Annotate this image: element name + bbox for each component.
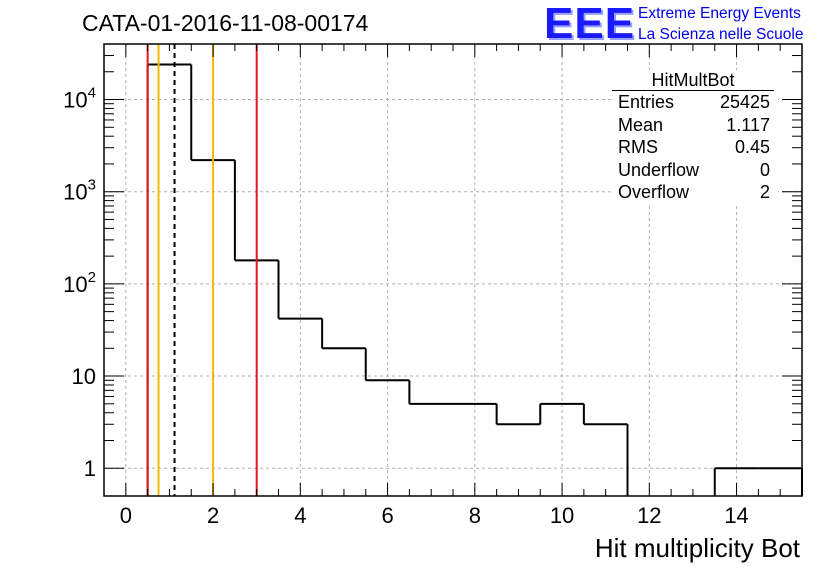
x-axis-label: Hit multiplicity Bot	[594, 533, 800, 563]
stats-value: 2	[759, 182, 770, 202]
x-tick-label: 8	[469, 503, 481, 528]
y-tick-label: 1	[84, 456, 96, 481]
stats-label: Underflow	[618, 159, 700, 180]
x-tick-label: 4	[294, 503, 306, 528]
x-tick-label: 10	[550, 503, 574, 528]
eee-logo: EEE Extreme Energy Events La Scienza nel…	[544, 2, 834, 46]
y-tick-label: 102	[63, 269, 96, 297]
stats-label: RMS	[618, 137, 658, 157]
x-tick-label: 14	[724, 503, 748, 528]
stats-row-mean: Mean 1.117	[612, 114, 778, 137]
stats-value: 0.45	[734, 137, 770, 157]
y-tick-label: 10	[72, 364, 96, 389]
chart-title: CATA-01-2016-11-08-00174	[82, 10, 369, 36]
stats-label: Entries	[618, 92, 675, 112]
logo-line-1: Extreme Energy Events	[638, 5, 801, 22]
x-tick-label: 6	[381, 503, 393, 528]
eee-logo-mark: EEE	[544, 0, 636, 48]
stats-label: Overflow	[618, 182, 690, 202]
x-tick-label: 0	[120, 503, 132, 528]
y-tick-label: 103	[63, 177, 96, 205]
stats-value: 1.117	[726, 114, 770, 135]
stats-row-overflow: Overflow 2	[612, 181, 778, 204]
y-tick-label: 104	[63, 85, 96, 113]
marker-lines	[146, 44, 258, 496]
stats-title: HitMultBot	[612, 70, 774, 91]
stats-box: HitMultBot Entries 25425 Mean 1.117 RMS …	[612, 70, 778, 204]
grid-lines	[104, 44, 802, 496]
stats-row-rms: RMS 0.45	[612, 136, 778, 159]
stats-label: Mean	[618, 114, 664, 135]
stats-value: 0	[759, 159, 770, 180]
logo-line-2: La Scienza nelle Scuole	[638, 26, 804, 43]
stats-value: 25425	[719, 92, 770, 112]
x-tick-label: 2	[207, 503, 219, 528]
stats-row-underflow: Underflow 0	[612, 159, 778, 182]
x-tick-label: 12	[637, 503, 661, 528]
stats-row-entries: Entries 25425	[612, 91, 778, 114]
